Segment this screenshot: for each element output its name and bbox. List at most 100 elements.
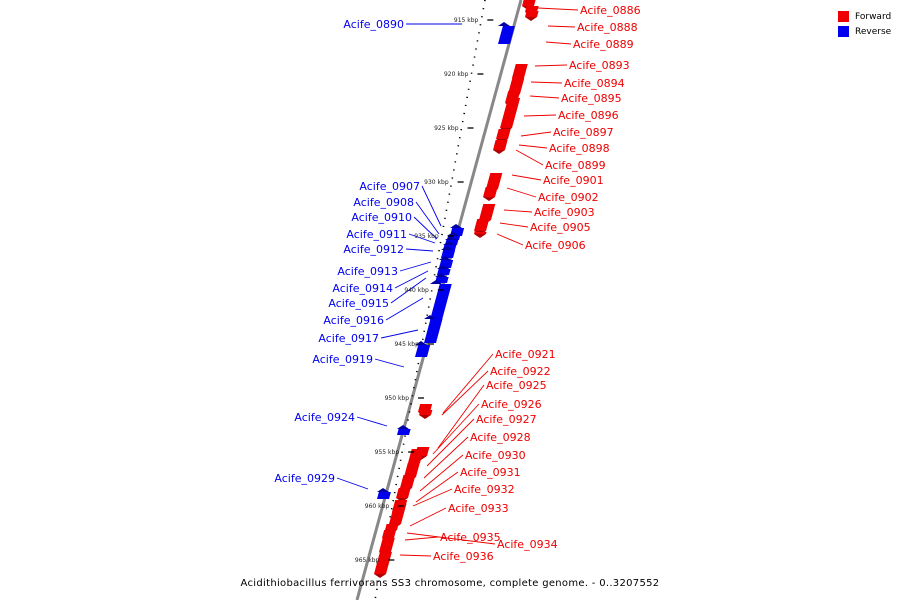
gene-acife-0926[interactable]: Acife_0926 (408, 398, 542, 467)
gene-acife-0919[interactable]: Acife_0919 (312, 341, 431, 368)
gene-label[interactable]: Acife_0886 (580, 4, 641, 17)
gene-acife-0906[interactable]: Acife_0906 (474, 232, 586, 252)
gene-acife-0929[interactable]: Acife_0929 (274, 472, 391, 499)
gene-acife-0917[interactable]: Acife_0917 (318, 315, 443, 345)
gene-body-acife-0898[interactable] (494, 140, 508, 146)
gene-acife-0886[interactable]: Acife_0886 (522, 0, 641, 17)
gene-acife-0922[interactable]: Acife_0922 (419, 365, 551, 419)
gene-label[interactable]: Acife_0895 (561, 92, 622, 105)
gene-acife-0895[interactable]: Acife_0895 (505, 91, 622, 107)
gene-body-acife-0932[interactable] (389, 504, 407, 524)
gene-acife-0911[interactable]: Acife_0911 (346, 228, 457, 250)
gene-label[interactable]: Acife_0933 (448, 502, 509, 515)
gene-acife-0898[interactable]: Acife_0898 (494, 140, 610, 155)
gene-acife-0894[interactable]: Acife_0894 (508, 77, 625, 98)
gene-body-acife-0912[interactable] (441, 250, 456, 258)
gene-body-acife-0922[interactable] (419, 410, 433, 415)
gene-acife-0936[interactable]: Acife_0936 (374, 550, 494, 578)
gene-acife-0899[interactable]: Acife_0899 (493, 146, 606, 172)
gene-body-acife-0936[interactable] (374, 552, 392, 574)
gene-label[interactable]: Acife_0919 (312, 353, 373, 366)
gene-body-acife-0924[interactable] (397, 429, 411, 435)
gene-label[interactable]: Acife_0907 (359, 180, 420, 193)
gene-label[interactable]: Acife_0915 (328, 297, 389, 310)
gene-label[interactable]: Acife_0908 (353, 196, 414, 209)
gene-acife-0897[interactable]: Acife_0897 (496, 126, 614, 143)
gene-body-acife-0915[interactable] (435, 277, 449, 283)
gene-label[interactable]: Acife_0926 (481, 398, 542, 411)
gene-label[interactable]: Acife_0894 (564, 77, 625, 90)
gene-body-acife-0894[interactable] (508, 78, 525, 94)
gene-body-acife-0914[interactable] (437, 269, 451, 275)
gene-label[interactable]: Acife_0917 (318, 332, 379, 345)
gene-label[interactable]: Acife_0899 (545, 159, 606, 172)
gene-label[interactable]: Acife_0911 (346, 228, 407, 241)
gene-acife-0912[interactable]: Acife_0912 (343, 243, 456, 258)
gene-acife-0893[interactable]: Acife_0893 (512, 59, 630, 82)
gene-label[interactable]: Acife_0912 (343, 243, 404, 256)
gene-acife-0901[interactable]: Acife_0901 (486, 173, 604, 193)
gene-acife-0921[interactable]: Acife_0921 (418, 348, 556, 416)
gene-label[interactable]: Acife_0898 (549, 142, 610, 155)
gene-acife-0927[interactable]: Acife_0927 (404, 413, 537, 481)
gene-acife-0916[interactable]: Acife_0916 (323, 280, 452, 327)
gene-acife-0915[interactable]: Acife_0915 (328, 273, 449, 310)
gene-label[interactable]: Acife_0929 (274, 472, 335, 485)
gene-label[interactable]: Acife_0913 (337, 265, 398, 278)
gene-body-acife-0893[interactable] (512, 64, 528, 78)
gene-body-acife-0889[interactable] (525, 11, 539, 17)
gene-label[interactable]: Acife_0921 (495, 348, 556, 361)
gene-acife-0889[interactable]: Acife_0889 (525, 11, 634, 51)
gene-label[interactable]: Acife_0928 (470, 431, 531, 444)
gene-label[interactable]: Acife_0890 (343, 18, 404, 31)
gene-acife-0924[interactable]: Acife_0924 (294, 411, 411, 435)
gene-acife-0914[interactable]: Acife_0914 (332, 265, 451, 295)
gene-body-acife-0933[interactable] (385, 524, 399, 530)
gene-acife-0905[interactable]: Acife_0905 (474, 219, 591, 235)
gene-label[interactable]: Acife_0897 (553, 126, 614, 139)
gene-body-acife-0886[interactable] (522, 0, 537, 6)
gene-acife-0934[interactable]: Acife_0934 (382, 530, 558, 551)
gene-label[interactable]: Acife_0922 (490, 365, 551, 378)
gene-label[interactable]: Acife_0934 (497, 538, 558, 551)
gene-label[interactable]: Acife_0935 (440, 531, 501, 544)
gene-body-acife-0930[interactable] (396, 488, 411, 498)
gene-acife-0925[interactable]: Acife_0925 (415, 379, 547, 460)
gene-label[interactable]: Acife_0903 (534, 206, 595, 219)
gene-label[interactable]: Acife_0901 (543, 174, 604, 187)
gene-body-acife-0888[interactable] (525, 6, 539, 12)
gene-label[interactable]: Acife_0905 (530, 221, 591, 234)
gene-acife-0913[interactable]: Acife_0913 (337, 256, 454, 278)
gene-label[interactable]: Acife_0906 (525, 239, 586, 252)
gene-label[interactable]: Acife_0889 (573, 38, 634, 51)
gene-body-acife-0899[interactable] (493, 146, 507, 150)
gene-body-acife-0902[interactable] (483, 187, 498, 197)
gene-label[interactable]: Acife_0888 (577, 21, 638, 34)
gene-body-acife-0901[interactable] (486, 173, 503, 189)
gene-label[interactable]: Acife_0916 (323, 314, 384, 327)
gene-label[interactable]: Acife_0896 (558, 109, 619, 122)
gene-label[interactable]: Acife_0932 (454, 483, 515, 496)
gene-label[interactable]: Acife_0925 (486, 379, 547, 392)
gene-body-acife-0919[interactable] (415, 345, 431, 357)
gene-label[interactable]: Acife_0927 (476, 413, 537, 426)
gene-body-acife-0906[interactable] (474, 232, 487, 234)
gene-body-acife-0926[interactable] (408, 449, 424, 463)
gene-label[interactable]: Acife_0910 (351, 211, 412, 224)
gene-label[interactable]: Acife_0931 (460, 466, 521, 479)
gene-body-acife-0905[interactable] (474, 219, 490, 231)
gene-acife-0903[interactable]: Acife_0903 (479, 204, 595, 224)
gene-body-acife-0928[interactable] (400, 475, 416, 488)
gene-label[interactable]: Acife_0902 (538, 191, 599, 204)
gene-label[interactable]: Acife_0930 (465, 449, 526, 462)
gene-acife-0902[interactable]: Acife_0902 (483, 187, 599, 204)
gene-body-acife-0896[interactable] (500, 98, 521, 128)
gene-body-acife-0897[interactable] (496, 129, 511, 139)
gene-body-acife-0903[interactable] (479, 204, 496, 220)
gene-body-acife-0917[interactable] (424, 319, 443, 343)
gene-body-acife-0935[interactable] (379, 538, 395, 552)
gene-acife-0890[interactable]: Acife_0890 (343, 18, 515, 44)
gene-acife-0910[interactable]: Acife_0910 (351, 211, 459, 245)
gene-body-acife-0934[interactable] (382, 530, 397, 538)
gene-body-acife-0916[interactable] (430, 284, 452, 320)
